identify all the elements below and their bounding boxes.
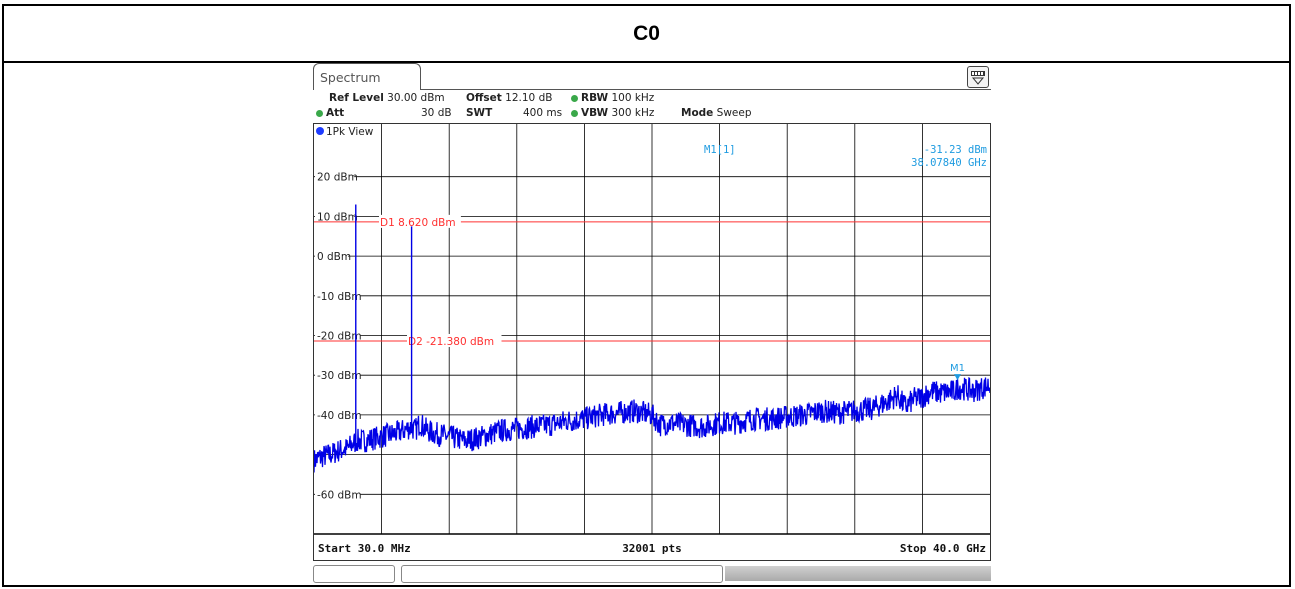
y-tick-label-bg — [315, 209, 355, 223]
swt-setting: SWT — [466, 107, 492, 119]
ref-level-setting: Ref Level 30.00 dBm — [329, 92, 445, 104]
tab-divider — [421, 89, 991, 90]
vbw-coupled-icon — [571, 109, 578, 117]
vbw-value: 300 kHz — [611, 107, 655, 119]
rbw-label: RBW — [581, 92, 609, 104]
stop-frequency-label: Stop 40.0 GHz — [900, 542, 986, 555]
y-tick-label: 20 dBm — [317, 172, 358, 184]
rbw-coupled-icon — [571, 94, 578, 102]
window-menu-icon[interactable] — [967, 66, 989, 88]
y-tick-label-bg — [315, 249, 348, 263]
trace-indicator-icon — [316, 127, 324, 135]
trace-1 — [313, 204, 991, 473]
start-frequency-label: Start 30.0 MHz — [318, 542, 411, 555]
y-tick-labels: 20 dBm 10 dBm 0 dBm -10 dBm -20 dBm -30 dBm -4… — [315, 169, 362, 501]
title-bar: C0 — [4, 6, 1289, 63]
rbw-value: 100 kHz — [611, 92, 655, 104]
y-tick-label-bg — [315, 487, 361, 501]
trace-label: 1Pk View — [326, 126, 374, 138]
y-tick-label-bg — [315, 288, 361, 302]
y-tick-label-bg — [315, 368, 361, 382]
mode-setting: Mode Sweep — [681, 107, 752, 119]
marker-group: M1 — [950, 363, 965, 381]
y-tick-label: 0 dBm — [317, 251, 351, 263]
status-field-1[interactable] — [313, 565, 395, 583]
spectrum-analyzer-screen: Spectrum Ref Level 30.00 dBm Offset 12.1… — [313, 63, 991, 585]
display-line-label-d2: D2 -21.380 dBm — [408, 336, 494, 348]
report-frame: C0 — [2, 4, 1291, 587]
att-value: 30 dB — [421, 107, 452, 119]
y-tick-label: -20 dBm — [317, 331, 362, 343]
offset-setting: Offset 12.10 dB — [466, 92, 552, 104]
y-tick-label: -40 dBm — [317, 410, 362, 422]
swt-value: 400 ms — [523, 107, 563, 119]
ref-level-label: Ref Level — [329, 92, 384, 104]
vbw-label: VBW — [581, 107, 609, 119]
y-tick-label-bg — [315, 169, 355, 183]
att-label: Att — [326, 107, 345, 119]
status-bar — [313, 561, 991, 585]
att-setting: Att — [316, 107, 344, 119]
y-tick-label: -30 dBm — [317, 370, 362, 382]
offset-label: Offset — [466, 92, 502, 104]
tab-spectrum[interactable]: Spectrum — [313, 63, 421, 90]
ref-level-value: 30.00 dBm — [387, 92, 445, 104]
y-tick-label-bg — [315, 328, 361, 342]
vbw-setting: VBW 300 kHz — [571, 107, 654, 119]
plot-grid — [314, 124, 990, 534]
att-coupled-icon — [316, 109, 323, 117]
swt-label: SWT — [466, 107, 493, 119]
offset-value: 12.10 dB — [505, 92, 553, 104]
marker-m1-label: M1 — [950, 363, 965, 374]
display-lines: D1 8.620 dBm D2 -21.380 dBm — [314, 214, 990, 348]
trace-line — [313, 377, 991, 473]
marker-readout-frequency: 38.07840 GHz — [911, 157, 987, 169]
sweep-points-label: 32001 pts — [622, 542, 682, 555]
marker-readout-level: -31.23 dBm — [924, 144, 987, 156]
display-line-label-bg — [379, 214, 461, 228]
marker-readout-name: M1[1] — [704, 144, 736, 156]
y-tick-label: -10 dBm — [317, 291, 362, 303]
y-tick-label: -60 dBm — [317, 489, 362, 501]
display-line-label-d1: D1 8.620 dBm — [380, 217, 456, 229]
tab-spectrum-label: Spectrum — [320, 70, 381, 85]
trace-label-bg — [315, 125, 380, 137]
plot-area: 20 dBm 10 dBm 0 dBm -10 dBm -20 dBm -30 dBm -4… — [313, 123, 991, 561]
rbw-setting: RBW 100 kHz — [571, 92, 654, 104]
y-tick-label: 10 dBm — [317, 211, 358, 223]
spectrum-plot: 20 dBm 10 dBm 0 dBm -10 dBm -20 dBm -30 dBm -4… — [313, 124, 991, 555]
y-tick-label-bg — [315, 407, 361, 421]
mode-label: Mode — [681, 107, 714, 119]
display-line-label-bg — [407, 333, 502, 347]
status-field-2[interactable] — [401, 565, 723, 583]
mode-value: Sweep — [716, 107, 752, 119]
marker-m1-symbol — [954, 374, 962, 381]
status-progress-area — [725, 566, 991, 581]
page-title: C0 — [633, 21, 660, 45]
